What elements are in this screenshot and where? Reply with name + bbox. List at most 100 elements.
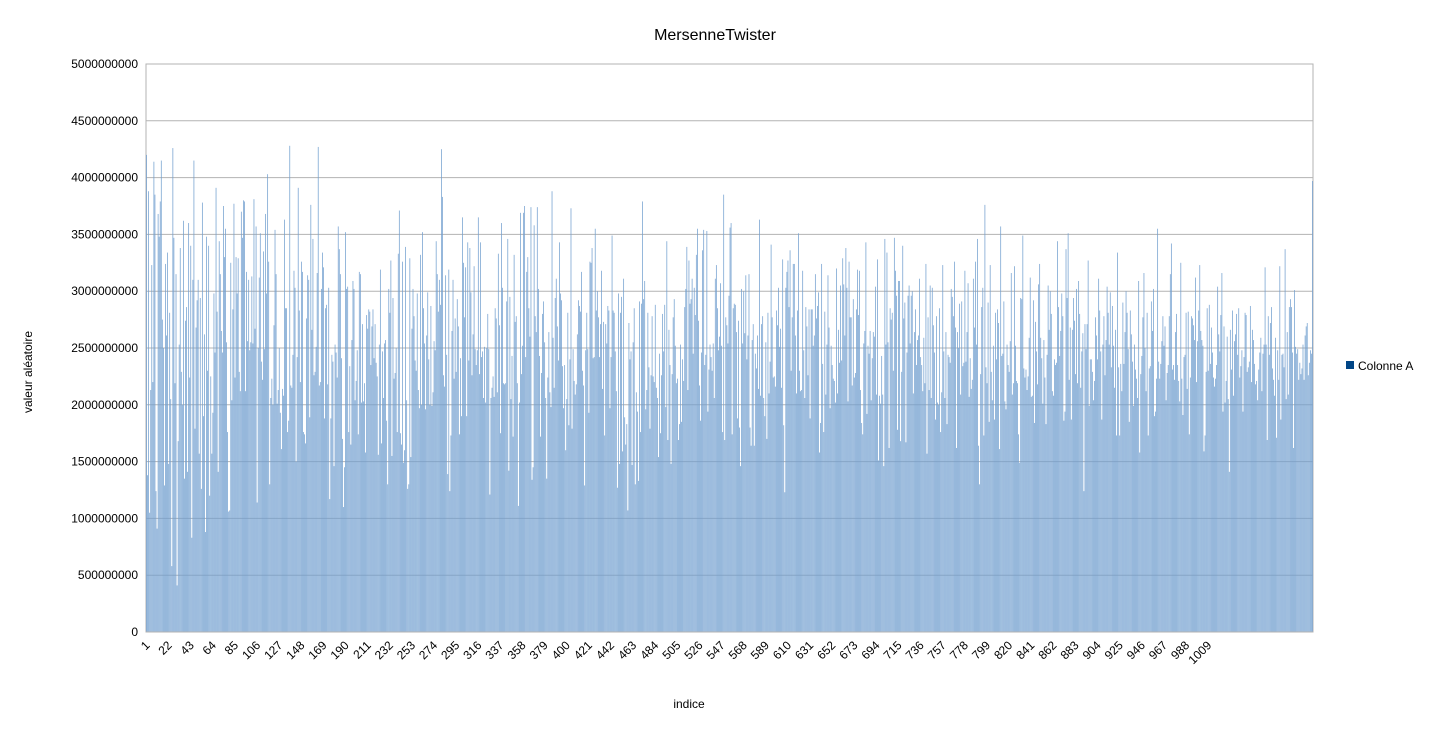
bar-215 [371, 326, 373, 632]
bar-599 [776, 310, 777, 632]
bar-233 [390, 260, 392, 632]
bar-955 [1150, 301, 1152, 632]
bar-454 [623, 278, 625, 632]
bar-475 [645, 409, 647, 632]
bar-217 [373, 358, 375, 632]
bar-648 [827, 275, 829, 632]
bar-865 [1056, 362, 1057, 632]
bar-452 [621, 296, 622, 632]
bar-263 [422, 232, 423, 632]
bar-827 [1016, 380, 1017, 632]
bar-600 [777, 325, 778, 632]
x-tick-label-33: 694 [858, 638, 882, 662]
bar-1073 [1275, 337, 1276, 632]
bar-930 [1124, 332, 1126, 632]
bar-537 [710, 357, 712, 632]
bar-772 [958, 348, 959, 632]
bar-479 [649, 428, 651, 632]
bar-489 [660, 433, 661, 632]
bar-306 [467, 242, 469, 632]
bar-130 [282, 388, 283, 632]
bar-558 [732, 308, 734, 632]
bar-694 [876, 394, 877, 632]
bar-597 [773, 376, 775, 632]
bar-20 [166, 335, 167, 632]
bar-917 [1110, 367, 1112, 632]
bar-251 [409, 258, 411, 632]
bar-605 [782, 259, 784, 632]
bar-961 [1157, 228, 1159, 632]
x-tick-label-6: 127 [261, 638, 285, 662]
bar-159 [312, 238, 314, 632]
bar-64 [212, 412, 214, 632]
bar-402 [568, 425, 570, 632]
bar-677 [858, 315, 859, 632]
bar-618 [796, 393, 797, 632]
bar-269 [428, 359, 430, 632]
bar-877 [1068, 379, 1070, 632]
bar-384 [549, 392, 551, 632]
bar-240 [397, 253, 399, 632]
bar-432 [600, 324, 601, 632]
bar-1051 [1252, 329, 1253, 632]
bar-318 [480, 242, 481, 632]
bar-414 [581, 271, 582, 632]
bar-839 [1028, 337, 1030, 632]
bar-551 [725, 317, 727, 632]
bar-911 [1104, 375, 1106, 632]
bar-158 [311, 329, 313, 632]
bar-520 [692, 353, 694, 632]
bar-15 [160, 160, 162, 632]
bar-946 [1141, 355, 1143, 632]
bar-910 [1103, 316, 1105, 632]
bar-152 [305, 443, 306, 632]
x-tick-label-2: 43 [178, 638, 198, 658]
bar-912 [1105, 340, 1107, 632]
bar-522 [694, 315, 696, 632]
bar-119 [270, 397, 272, 632]
bar-302 [463, 262, 464, 632]
x-tick-label-25: 526 [682, 638, 706, 662]
bar-1089 [1292, 352, 1293, 632]
bar-343 [506, 301, 508, 632]
bar-275 [434, 350, 436, 632]
bar-659 [839, 362, 840, 632]
bar-92 [242, 237, 243, 632]
bar-282 [442, 196, 443, 632]
bar-62 [210, 376, 212, 632]
bar-508 [680, 344, 681, 632]
bar-19 [165, 263, 166, 632]
bar-926 [1120, 363, 1122, 632]
bar-350 [513, 254, 515, 632]
x-tick-label-36: 757 [925, 638, 949, 662]
bar-712 [895, 270, 896, 632]
bar-923 [1117, 252, 1118, 632]
bar-345 [508, 470, 510, 632]
y-tick-label-3: 1500000000 [71, 455, 138, 469]
bar-234 [391, 455, 393, 632]
bar-793 [980, 374, 982, 632]
bar-573 [748, 274, 750, 632]
bar-904 [1097, 359, 1098, 632]
bar-528 [701, 352, 702, 632]
bar-189 [344, 467, 345, 632]
bar-826 [1015, 345, 1016, 632]
bar-996 [1194, 340, 1195, 632]
bar-889 [1081, 351, 1083, 632]
bar-349 [512, 436, 514, 632]
bar-504 [675, 383, 677, 632]
bar-673 [853, 377, 855, 632]
bar-629 [807, 375, 809, 632]
bar-428 [595, 310, 597, 632]
bar-510 [682, 359, 683, 632]
bar-592 [768, 393, 770, 632]
legend: Colonne A [1346, 359, 1413, 373]
bar-717 [900, 441, 902, 632]
bar-55 [203, 416, 204, 632]
bar-642 [821, 263, 823, 632]
bar-247 [405, 246, 406, 632]
bar-330 [492, 376, 494, 632]
bar-633 [811, 309, 813, 632]
bar-155 [308, 279, 310, 632]
bar-375 [540, 436, 541, 632]
